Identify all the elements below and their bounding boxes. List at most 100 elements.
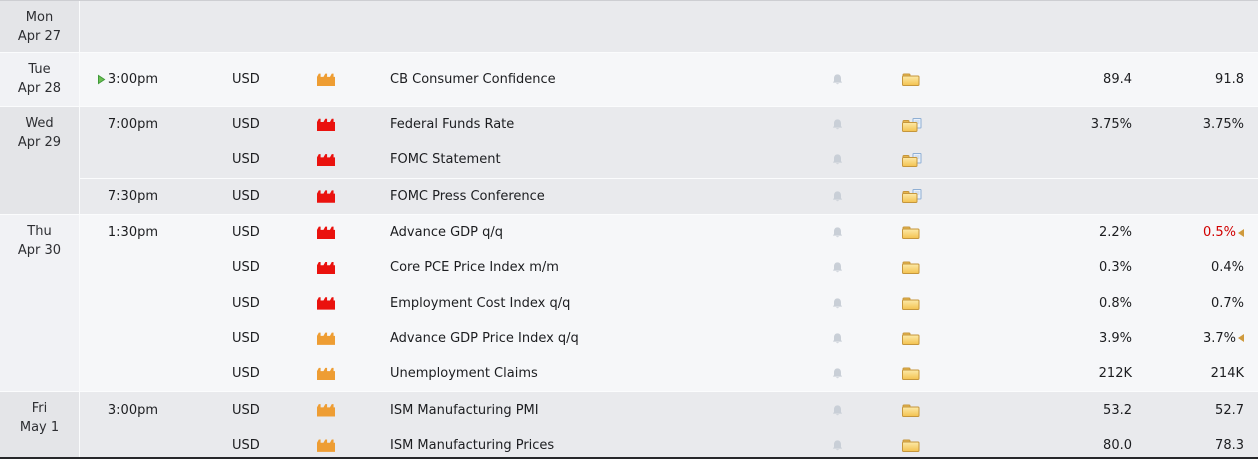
previous-value: 78.3 — [1215, 437, 1244, 453]
attachments-folder-icon[interactable] — [902, 250, 920, 285]
currency-label: USD — [232, 225, 260, 241]
previous-value: 0.4% — [1210, 260, 1244, 276]
alert-bell-icon[interactable] — [831, 356, 844, 391]
event-row[interactable]: USD Advance GDP Price Index q/q 3.9% 3.7% — [80, 320, 1258, 357]
day-group-mon: Mon Apr 27 — [0, 1, 1258, 52]
date-label: Apr 29 — [17, 135, 62, 150]
impact-factory-icon — [317, 226, 335, 240]
attachments-folder-icon[interactable] — [902, 428, 920, 459]
event-name[interactable]: Federal Funds Rate — [390, 117, 515, 133]
currency-label: USD — [232, 402, 260, 418]
empty-row — [80, 1, 1258, 52]
event-row[interactable]: USD Unemployment Claims 212K 214K — [80, 356, 1258, 392]
impact-factory-icon — [317, 154, 335, 167]
attachments-folder-icon[interactable] — [902, 53, 920, 106]
attachments-folder-icon[interactable] — [902, 215, 920, 250]
alert-bell-icon[interactable] — [831, 53, 844, 106]
day-group-fri: Fri May 1 3:00pm USD ISM Manufacturing PMI 53… — [0, 391, 1258, 459]
event-row[interactable]: 1:30pm USD Advance GDP q/q 2.2% 0.5% — [80, 214, 1258, 251]
time-label: 3:00pm — [107, 402, 158, 418]
alert-bell-icon[interactable] — [831, 250, 844, 285]
impact-factory-icon — [317, 261, 335, 275]
forecast-value: 0.3% — [1098, 260, 1132, 276]
alert-bell-icon[interactable] — [831, 107, 844, 142]
event-name[interactable]: Core PCE Price Index m/m — [390, 260, 559, 276]
alert-bell-icon[interactable] — [831, 321, 844, 356]
alert-bell-icon[interactable] — [831, 428, 844, 459]
day-of-week: Mon — [25, 10, 54, 25]
attachments-folder-icon[interactable] — [902, 285, 920, 320]
day-group-thu: Thu Apr 30 1:30pm USD Advance GDP q/q 2.2% 0.5… — [0, 213, 1258, 392]
event-row[interactable]: USD ISM Manufacturing Prices 80.0 78.3 — [80, 427, 1258, 459]
currency-label: USD — [232, 330, 260, 346]
event-name[interactable]: Employment Cost Index q/q — [390, 295, 571, 311]
event-name[interactable]: Advance GDP Price Index q/q — [390, 330, 579, 346]
event-row[interactable]: USD Employment Cost Index q/q 0.8% 0.7% — [80, 285, 1258, 321]
event-name[interactable]: Unemployment Claims — [390, 366, 538, 382]
event-name[interactable]: ISM Manufacturing Prices — [390, 437, 555, 453]
time-label: 7:00pm — [107, 117, 158, 133]
currency-label: USD — [232, 295, 260, 311]
event-time: 1:30pm — [80, 215, 158, 250]
forecast-value: 53.2 — [1103, 402, 1132, 418]
day-group-tue: Tue Apr 28 3:00pm USD CB Consumer Confidence… — [0, 52, 1258, 106]
folder-with-document-icon[interactable] — [902, 179, 922, 214]
alert-bell-icon[interactable] — [831, 142, 844, 177]
attachments-folder-icon[interactable] — [902, 321, 920, 356]
alert-bell-icon[interactable] — [831, 392, 844, 427]
impact-factory-icon — [317, 297, 335, 310]
impact-factory-icon — [317, 118, 335, 132]
event-name[interactable]: ISM Manufacturing PMI — [390, 402, 539, 418]
event-name[interactable]: FOMC Press Conference — [390, 188, 545, 204]
previous-value: 3.75% — [1202, 117, 1244, 133]
day-rows: 3:00pm USD ISM Manufacturing PMI 53.2 52.7 US… — [80, 392, 1258, 459]
event-name[interactable]: Advance GDP q/q — [390, 225, 504, 241]
previous-value: 214K — [1210, 366, 1244, 382]
impact-factory-icon — [317, 332, 335, 345]
folder-with-document-icon[interactable] — [902, 142, 922, 177]
revised-marker-icon — [1238, 228, 1244, 237]
currency-label: USD — [232, 188, 260, 204]
event-row[interactable]: 3:00pm USD ISM Manufacturing PMI 53.2 52.7 — [80, 392, 1258, 428]
currency-label: USD — [232, 72, 260, 87]
event-row[interactable]: USD Core PCE Price Index m/m 0.3% 0.4% — [80, 250, 1258, 286]
event-row[interactable]: 7:00pm USD Federal Funds Rate 3.75% 3.75% — [80, 107, 1258, 143]
day-of-week: Wed — [25, 116, 54, 131]
previous-value: 52.7 — [1215, 402, 1244, 418]
day-of-week: Tue — [28, 62, 51, 77]
impact-factory-icon — [317, 404, 335, 417]
previous-value: 0.7% — [1210, 295, 1244, 311]
folder-with-document-icon[interactable] — [902, 107, 922, 142]
day-of-week: Fri — [31, 401, 48, 417]
alert-bell-icon[interactable] — [831, 215, 844, 250]
attachments-folder-icon[interactable] — [902, 356, 920, 391]
time-label: 7:30pm — [107, 188, 158, 204]
attachments-folder-icon[interactable] — [902, 392, 920, 427]
forecast-value: 3.75% — [1090, 117, 1132, 133]
event-time: 3:00pm — [80, 53, 158, 106]
day-rows — [80, 1, 1258, 52]
currency-label: USD — [232, 152, 260, 168]
currency-label: USD — [232, 366, 260, 382]
event-name[interactable]: FOMC Statement — [390, 152, 501, 168]
event-time: 7:30pm — [80, 179, 158, 214]
currency-label: USD — [232, 437, 260, 453]
date-cell: Fri May 1 — [0, 392, 80, 459]
currency-label: USD — [232, 117, 260, 133]
event-name[interactable]: CB Consumer Confidence — [390, 72, 556, 87]
event-row[interactable]: 7:30pm USD FOMC Press Conference — [80, 177, 1258, 214]
bottom-edge — [0, 457, 1258, 459]
alert-bell-icon[interactable] — [831, 285, 844, 320]
forecast-value: 212K — [1098, 366, 1132, 382]
alert-bell-icon[interactable] — [831, 179, 844, 214]
date-label: May 1 — [19, 420, 60, 436]
impact-factory-icon — [317, 73, 335, 86]
forecast-value: 0.8% — [1098, 295, 1132, 311]
forecast-value: 2.2% — [1098, 225, 1132, 241]
date-cell: Mon Apr 27 — [0, 1, 80, 52]
event-row[interactable]: USD FOMC Statement — [80, 142, 1258, 178]
date-cell: Thu Apr 30 — [0, 214, 80, 392]
previous-value: 3.7% — [1158, 321, 1244, 356]
previous-value: 91.8 — [1215, 72, 1244, 87]
event-row[interactable]: 3:00pm USD CB Consumer Confidence 89.4 91.8 — [80, 53, 1258, 106]
